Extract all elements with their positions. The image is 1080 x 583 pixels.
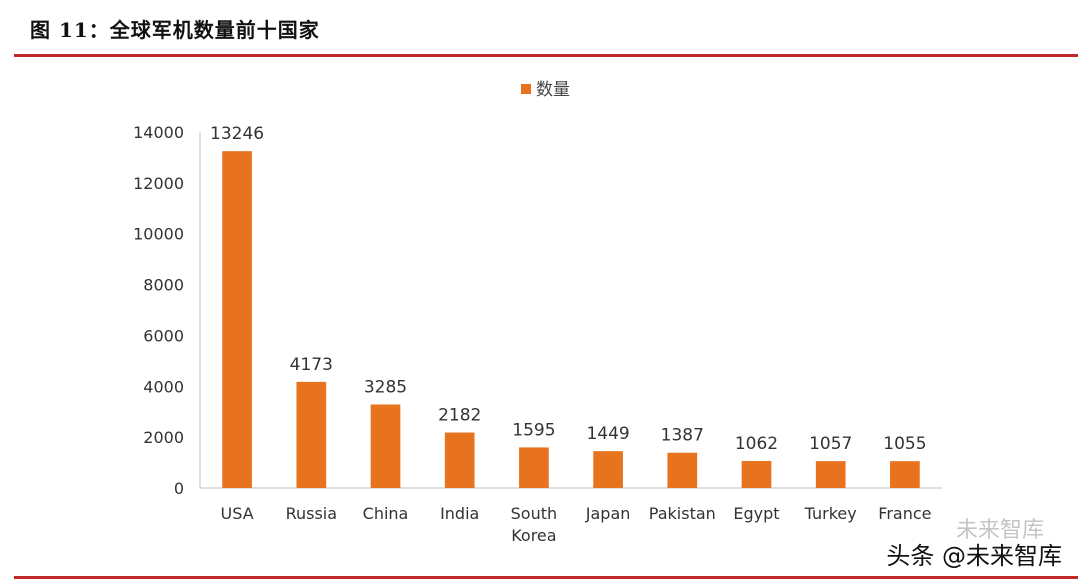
data-label: 13246 [210, 124, 264, 144]
data-label: 3285 [364, 377, 407, 397]
y-tick-label: 0 [174, 479, 184, 498]
y-tick-label: 2000 [143, 428, 184, 447]
y-tick-label: 10000 [133, 225, 184, 244]
bar [222, 151, 252, 488]
y-tick-label: 12000 [133, 174, 184, 193]
data-label: 1062 [735, 434, 778, 454]
bar [519, 447, 549, 488]
x-tick-label: South [511, 504, 558, 523]
figure-title: 图 11：全球军机数量前十国家 [30, 18, 320, 42]
y-tick-label: 8000 [143, 276, 184, 295]
x-tick-label: Korea [511, 526, 556, 545]
bottom-rule [14, 576, 1078, 579]
bar [815, 461, 846, 488]
y-tick-label: 6000 [143, 326, 184, 345]
x-tick-label: USA [221, 504, 254, 523]
legend-swatch [521, 84, 531, 94]
data-label: 1595 [512, 420, 555, 440]
data-label: 1449 [586, 424, 629, 444]
top-rule [14, 54, 1078, 57]
bar [593, 451, 623, 488]
data-label: 1055 [883, 434, 926, 454]
bar [741, 460, 772, 488]
data-label: 2182 [438, 406, 481, 426]
x-tick-label: Turkey [804, 504, 857, 523]
x-tick-label: Pakistan [649, 504, 716, 523]
data-label: 4173 [290, 355, 333, 375]
bar [890, 461, 920, 488]
legend: 数量 [521, 80, 570, 100]
watermark: 头条 @未来智库 [886, 542, 1062, 570]
data-labels: 13246 4173 3285 2182 1595 1449 1387 1062 1057 105… [210, 124, 926, 454]
bar [444, 432, 475, 488]
x-tick-label: India [440, 504, 479, 523]
x-tick-label: Egypt [733, 504, 779, 523]
bar [296, 381, 327, 488]
bar [667, 452, 698, 488]
x-tick-label: Russia [286, 504, 337, 523]
x-tick-label: China [363, 504, 409, 523]
x-tick-label: France [878, 504, 931, 523]
data-label: 1387 [661, 426, 704, 446]
data-label: 1057 [809, 434, 852, 454]
y-tick-label: 4000 [143, 377, 184, 396]
legend-label: 数量 [536, 80, 570, 100]
y-tick-labels: 0 2000 4000 6000 8000 10000 12000 14000 [133, 123, 184, 498]
x-tick-label: Japan [585, 504, 631, 523]
y-tick-label: 14000 [133, 123, 184, 142]
x-tick-labels: USA Russia China India South Korea Japan Pakist… [221, 504, 932, 545]
watermark-faint: 未来智库 [955, 518, 1044, 543]
bars [222, 151, 920, 488]
bar [370, 404, 401, 488]
